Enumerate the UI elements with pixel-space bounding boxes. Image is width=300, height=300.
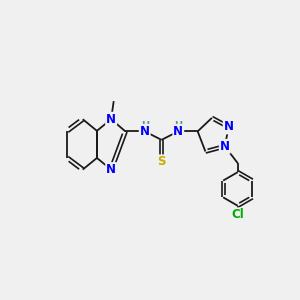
Text: N: N [106,163,116,176]
Text: S: S [157,155,166,168]
Text: N: N [106,113,116,126]
Text: Cl: Cl [231,208,244,221]
Text: H: H [174,121,182,131]
Text: N: N [140,125,150,138]
Text: N: N [173,125,183,138]
Text: N: N [224,121,234,134]
Text: N: N [220,140,230,153]
Text: H: H [141,121,149,131]
